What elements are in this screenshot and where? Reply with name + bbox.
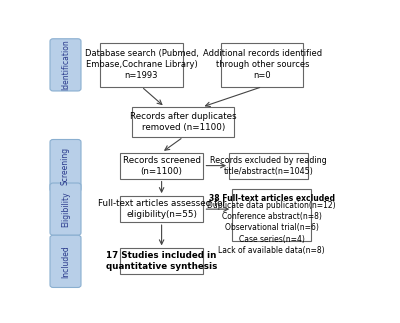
Text: Identification: Identification [61,39,70,90]
Bar [132,107,234,137]
Text: Records screened
(n=1100): Records screened (n=1100) [122,156,200,176]
Text: Included: Included [61,245,70,278]
Bar [221,43,304,87]
Bar [120,152,204,179]
Bar [120,196,204,222]
Text: Database search (Pubmed,
Embase,Cochrane Library)
n=1993: Database search (Pubmed, Embase,Cochrane… [84,49,198,80]
FancyBboxPatch shape [50,235,81,287]
Bar [120,248,204,275]
FancyBboxPatch shape [50,183,81,235]
Text: Records after duplicates
removed (n=1100): Records after duplicates removed (n=1100… [130,112,237,132]
Text: Additional records identified
through other sources
n=0: Additional records identified through ot… [203,49,322,80]
Text: Records excluded by reading
title/abstract(n=1045): Records excluded by reading title/abstra… [210,156,327,176]
Text: 38 Full-text articles excluded: 38 Full-text articles excluded [209,194,335,203]
FancyBboxPatch shape [50,39,81,91]
Text: Screening: Screening [61,147,70,185]
Bar [232,189,311,242]
Text: Full-text articles assessed for
eligibility(n=55): Full-text articles assessed for eligibil… [98,199,226,219]
Text: Eligibility: Eligibility [61,191,70,227]
FancyBboxPatch shape [50,140,81,192]
Bar [100,43,182,87]
Text: Duplicate data publication(n=12)
Conference abstract(n=8)
Observational trial(n=: Duplicate data publication(n=12) Confere… [207,201,336,255]
Bar [229,152,308,179]
Text: 17 Studies included in
quantitative synthesis: 17 Studies included in quantitative synt… [106,251,217,271]
